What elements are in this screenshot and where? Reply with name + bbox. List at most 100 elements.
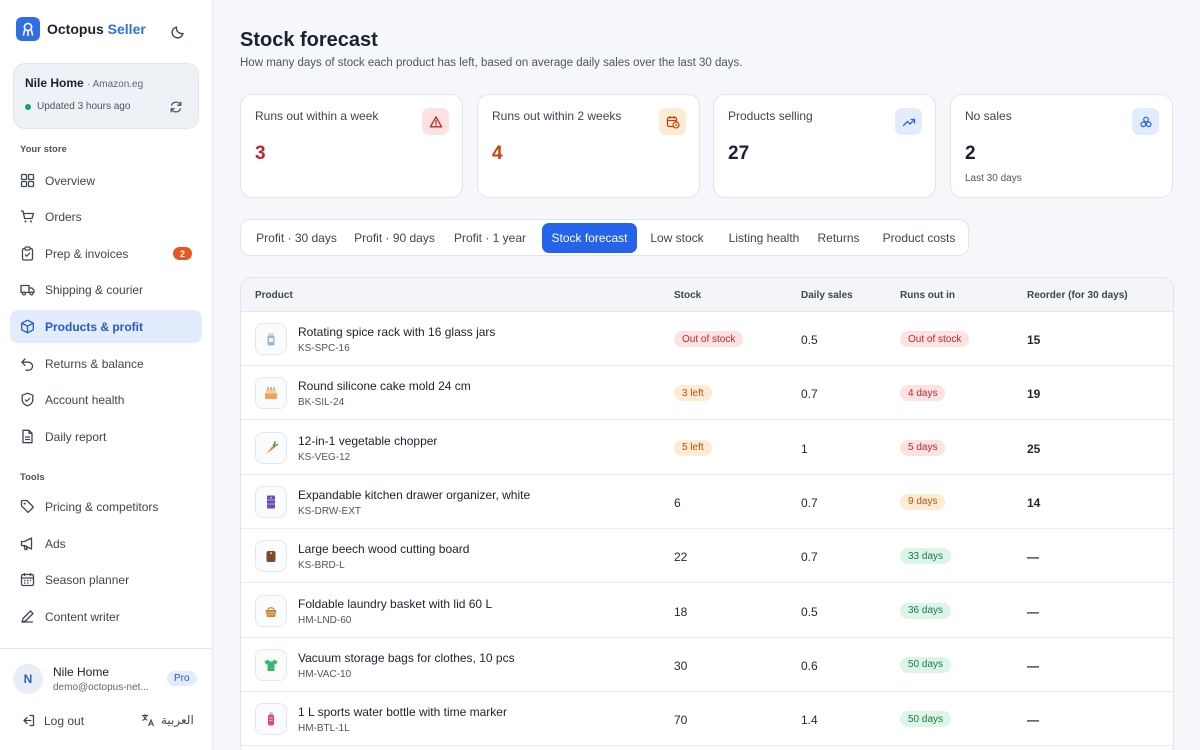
section-label-tools: Tools — [20, 472, 45, 483]
table-row[interactable]: Vacuum storage bags for clothes, 10 pcs H… — [241, 638, 1173, 692]
reorder-qty: — — [1027, 713, 1039, 728]
sidebar-item-label: Prep & invoices — [45, 246, 129, 261]
runs-out-badge: 50 days — [900, 711, 952, 728]
user-email: demo@octopus-net... — [53, 682, 149, 693]
stat-card[interactable]: No sales 2 Last 30 days — [950, 94, 1173, 198]
reorder-qty: — — [1027, 604, 1039, 619]
stat-card[interactable]: Runs out within a week 3 — [240, 94, 463, 198]
table-row[interactable]: 1 L sports water bottle with time marker… — [241, 692, 1173, 747]
product-sku: BK-SIL-24 — [298, 397, 345, 409]
sidebar-item-season-planner[interactable]: Season planner — [10, 563, 202, 596]
brand[interactable]: Octopus Seller — [16, 17, 146, 41]
language-toggle[interactable]: العربية — [141, 713, 194, 727]
daily-sales: 1.4 — [801, 713, 818, 728]
drawer-icon — [255, 485, 287, 518]
sidebar-item-pricing[interactable]: Pricing & competitors — [10, 490, 202, 523]
product-name[interactable]: 1 L sports water bottle with time marker — [298, 705, 507, 720]
product-name[interactable]: Vacuum storage bags for clothes, 10 pcs — [298, 650, 515, 665]
daily-sales: 1 — [801, 441, 808, 456]
col-stock[interactable]: Stock — [674, 290, 702, 301]
sidebar-item-shipping[interactable]: Shipping & courier — [10, 273, 202, 306]
tab-low-stock[interactable]: Low stock — [650, 231, 704, 245]
sidebar-item-returns-balance[interactable]: Returns & balance — [10, 347, 202, 380]
stock-badge: 5 left — [674, 439, 712, 456]
box-icon — [20, 319, 35, 334]
tab-listing-health[interactable]: Listing health — [728, 231, 800, 245]
bottle-icon — [255, 703, 287, 736]
product-name[interactable]: Foldable laundry basket with lid 60 L — [298, 596, 493, 611]
reorder-qty: — — [1027, 550, 1039, 565]
page-title: Stock forecast — [240, 29, 378, 51]
cluster-icon — [1132, 108, 1159, 135]
sidebar-item-products-profit[interactable]: Products & profit — [10, 310, 202, 343]
sidebar-item-daily-report[interactable]: Daily report — [10, 420, 202, 453]
tab-profit-90-days[interactable]: Profit · 90 days — [354, 231, 435, 245]
refresh-icon[interactable] — [169, 100, 183, 119]
product-name[interactable]: Round silicone cake mold 24 cm — [298, 379, 471, 394]
runs-out-badge: 36 days — [900, 602, 952, 619]
stat-label: Runs out within 2 weeks — [492, 109, 622, 123]
stock-value: 30 — [674, 658, 688, 673]
sidebar-item-ads[interactable]: Ads — [10, 527, 202, 560]
reorder-qty: 15 — [1027, 333, 1041, 347]
sidebar-item-prep-invoices[interactable]: Prep & invoices 2 — [10, 237, 202, 270]
product-sku: HM-LND-60 — [298, 614, 352, 626]
stat-label: Runs out within a week — [255, 109, 379, 123]
tab-profit-1-year[interactable]: Profit · 1 year — [453, 231, 527, 245]
sidebar-item-label: Daily report — [45, 429, 107, 444]
reorder-qty: 19 — [1027, 387, 1041, 402]
plan-badge: Pro — [167, 671, 197, 686]
document-icon — [20, 429, 35, 444]
product-name[interactable]: Rotating spice rack with 16 glass jars — [298, 325, 496, 339]
tab-profit-30-days[interactable]: Profit · 30 days — [256, 231, 337, 245]
table-row[interactable]: Large beech wood cutting board KS-BRD-L 22… — [241, 529, 1173, 584]
store-card[interactable]: Nile Home · Amazon.eg Updated 3 hours ag… — [13, 63, 199, 129]
col-product[interactable]: Product — [255, 290, 293, 301]
runs-out-badge: 4 days — [900, 385, 946, 402]
daily-sales: 0.6 — [801, 658, 818, 673]
table-row[interactable]: 12-in-1 vegetable chopper KS-VEG-12 5 left… — [241, 421, 1173, 475]
col-runs-out[interactable]: Runs out in — [900, 290, 955, 301]
table-row[interactable]: Foldable laundry basket with lid 60 L HM-… — [241, 584, 1173, 638]
shirt-icon — [255, 648, 287, 681]
stat-card[interactable]: Products selling 27 — [713, 94, 936, 198]
stock-value: 70 — [674, 713, 688, 728]
product-sku: KS-VEG-12 — [298, 451, 351, 463]
table-row[interactable]: Rotating spice rack with 16 glass jars KS… — [241, 312, 1173, 366]
cart-icon — [20, 209, 35, 224]
sidebar-item-content-writer[interactable]: Content writer — [10, 600, 202, 633]
language-label: العربية — [161, 713, 194, 727]
sidebar-item-overview[interactable]: Overview — [10, 164, 202, 197]
runs-out-badge: Out of stock — [900, 331, 970, 347]
table-row[interactable]: Expandable kitchen drawer organizer, whi… — [241, 475, 1173, 529]
runs-out-badge: 50 days — [900, 656, 952, 673]
logout-label: Log out — [44, 713, 85, 728]
carrot-icon — [255, 431, 287, 464]
basket-icon — [255, 594, 287, 627]
octopus-logo-icon — [16, 17, 40, 41]
table-row[interactable]: Round silicone cake mold 24 cm BK-SIL-24 3… — [241, 366, 1173, 421]
col-daily-sales[interactable]: Daily sales — [801, 290, 853, 301]
tab-stock-forecast[interactable]: Stock forecast — [542, 223, 637, 253]
trending-up-icon — [895, 108, 922, 135]
report-tabs: Profit · 30 days Profit · 90 days Profit ·… — [240, 219, 969, 256]
col-reorder[interactable]: Reorder (for 30 days) — [1027, 290, 1128, 301]
stock-table: Product Stock Daily sales Runs out in Re… — [240, 277, 1174, 750]
avatar[interactable]: N — [13, 664, 43, 694]
tab-returns[interactable]: Returns — [817, 231, 860, 245]
moon-icon[interactable] — [170, 24, 186, 45]
product-name[interactable]: 12-in-1 vegetable chopper — [298, 433, 438, 448]
stock-value: 6 — [674, 495, 681, 510]
product-name[interactable]: Large beech wood cutting board — [298, 542, 470, 557]
megaphone-icon — [20, 536, 35, 551]
sidebar-item-account-health[interactable]: Account health — [10, 383, 202, 416]
stat-card[interactable]: Runs out within 2 weeks 4 — [477, 94, 700, 198]
logout-button[interactable]: Log out — [21, 713, 84, 728]
prep-count-badge: 2 — [173, 247, 192, 260]
store-name: Nile Home · Amazon.eg — [25, 76, 144, 90]
reorder-qty: — — [1027, 658, 1039, 673]
product-sku: HM-BTL-1L — [298, 723, 350, 735]
sidebar-item-orders[interactable]: Orders — [10, 200, 202, 233]
product-name[interactable]: Expandable kitchen drawer organizer, whi… — [298, 487, 531, 502]
tab-product-costs[interactable]: Product costs — [882, 231, 956, 245]
